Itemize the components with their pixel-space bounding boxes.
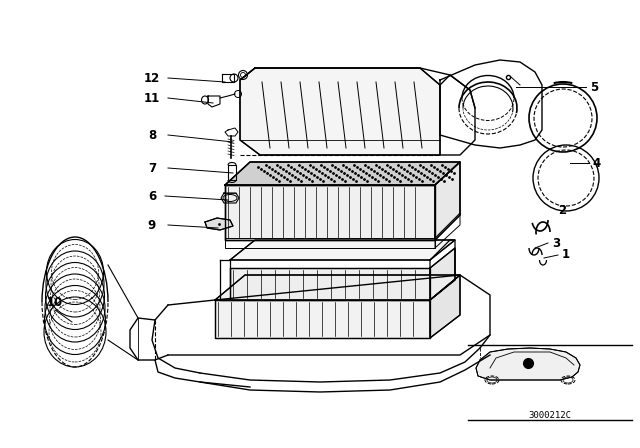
Polygon shape — [240, 68, 440, 155]
Text: 5: 5 — [590, 81, 598, 94]
Text: 1: 1 — [562, 249, 570, 262]
Text: 9: 9 — [148, 219, 156, 232]
Polygon shape — [430, 248, 455, 300]
Text: 3: 3 — [552, 237, 560, 250]
Text: 11: 11 — [144, 91, 160, 104]
Polygon shape — [215, 275, 460, 300]
Text: 12: 12 — [144, 72, 160, 85]
Text: 10: 10 — [47, 296, 63, 309]
Polygon shape — [205, 218, 233, 230]
Text: 7: 7 — [148, 161, 156, 175]
Polygon shape — [435, 162, 460, 240]
Text: 2: 2 — [558, 203, 566, 216]
Text: 4: 4 — [593, 156, 601, 169]
Text: 6: 6 — [148, 190, 156, 202]
Polygon shape — [430, 275, 460, 338]
Polygon shape — [215, 300, 430, 338]
Text: 8: 8 — [148, 129, 156, 142]
Polygon shape — [230, 268, 430, 300]
Polygon shape — [225, 185, 435, 240]
Text: 3000212C: 3000212C — [529, 410, 572, 419]
Polygon shape — [225, 162, 460, 185]
Polygon shape — [476, 348, 580, 380]
Polygon shape — [230, 240, 455, 260]
